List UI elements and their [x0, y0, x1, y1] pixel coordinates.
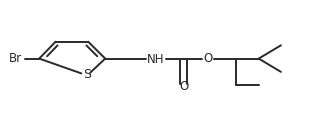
Text: O: O: [179, 80, 188, 93]
Text: Br: Br: [9, 52, 22, 65]
Text: O: O: [203, 52, 213, 65]
Text: S: S: [83, 68, 91, 81]
Text: NH: NH: [147, 53, 165, 66]
